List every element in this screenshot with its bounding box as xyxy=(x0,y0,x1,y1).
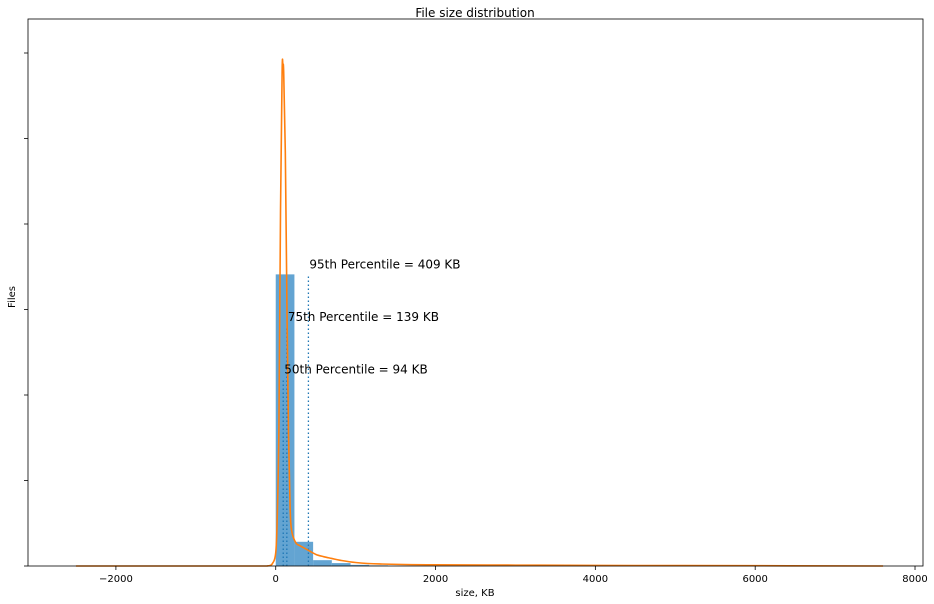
percentile-annotations: 95th Percentile = 409 KB 75th Percentile … xyxy=(284,257,460,376)
x-axis-label: size, KB xyxy=(455,588,494,599)
x-tick-label: 6000 xyxy=(742,574,767,585)
histogram-bar xyxy=(331,563,351,566)
y-axis-ticks xyxy=(24,52,28,567)
chart-title: File size distribution xyxy=(415,6,534,20)
histogram-bar xyxy=(294,541,314,566)
x-tick-label: 4000 xyxy=(583,574,608,585)
x-axis-ticks: −2000 0 2000 4000 6000 8000 xyxy=(99,566,928,585)
histogram-bar xyxy=(313,560,332,566)
percentile-annotation: 75th Percentile = 139 KB xyxy=(288,310,439,324)
x-tick-label: 8000 xyxy=(902,574,927,585)
x-tick-label: −2000 xyxy=(99,574,133,585)
kde-curve xyxy=(75,58,884,567)
percentile-annotation: 50th Percentile = 94 KB xyxy=(284,362,427,376)
percentile-lines xyxy=(282,274,310,566)
x-tick-label: 2000 xyxy=(423,574,448,585)
y-axis-label: Files xyxy=(7,286,18,308)
histogram-bar xyxy=(350,564,370,566)
plot-frame xyxy=(27,18,924,567)
percentile-annotation: 95th Percentile = 409 KB xyxy=(309,257,460,271)
x-tick-label: 0 xyxy=(273,574,279,585)
